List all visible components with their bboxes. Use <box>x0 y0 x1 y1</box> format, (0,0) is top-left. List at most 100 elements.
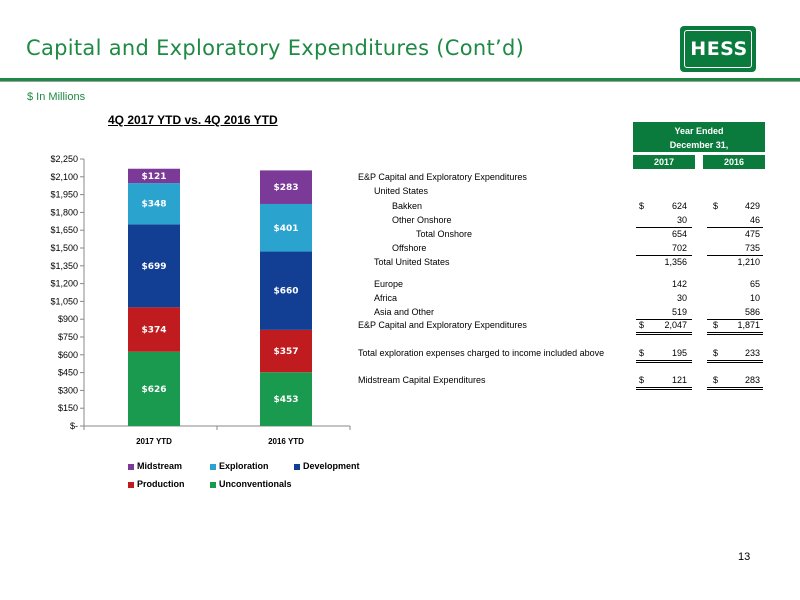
bar-segment-exploration <box>128 183 180 225</box>
total-rule <box>636 387 692 388</box>
logo-text: HESS <box>690 38 748 60</box>
dollar-sign: $ <box>639 348 645 358</box>
page-number: 13 <box>738 551 751 563</box>
x-tick-label: 2017 YTD <box>136 437 172 446</box>
legend-item-exploration: Exploration <box>210 461 269 471</box>
x-tick-label: 2016 YTD <box>268 437 304 446</box>
table-cell-2017: 142 <box>671 279 687 289</box>
table-row-label: Asia and Other <box>374 307 435 317</box>
dollar-sign: $ <box>713 375 719 385</box>
bar-segment-unconventionals <box>128 351 180 426</box>
legend-label: Midstream <box>137 461 183 471</box>
legend-label: Unconventionals <box>219 479 292 489</box>
dollar-sign: $ <box>713 320 719 330</box>
total-rule <box>707 334 763 335</box>
bar-segment-development <box>128 224 180 308</box>
table-cell-2017: 702 <box>671 243 687 253</box>
y-tick-label: $1,200 <box>50 279 78 289</box>
total-rule <box>707 360 763 361</box>
legend-item-midstream: Midstream <box>128 461 182 471</box>
y-tick-label: $1,350 <box>50 261 78 271</box>
table-cell-2016: 65 <box>749 279 760 289</box>
header-rule <box>0 78 800 81</box>
table-row-label: Bakken <box>392 201 423 211</box>
y-tick-label: $1,800 <box>50 207 78 217</box>
column-header-2017: 2017 <box>633 155 695 169</box>
subtotal-rule <box>707 227 763 228</box>
y-tick-label: $450 <box>58 368 78 378</box>
y-tick-label: $1,950 <box>50 190 78 200</box>
table-cell-2017: 624 <box>671 201 687 211</box>
y-tick-label: $2,250 <box>50 154 78 164</box>
legend-swatch <box>210 481 216 488</box>
table-cell-2016: 735 <box>744 243 760 253</box>
dollar-sign: $ <box>639 375 645 385</box>
bar-segment-midstream <box>260 170 312 204</box>
subtotal-rule <box>707 255 763 256</box>
y-tick-label: $150 <box>58 403 78 413</box>
bar-segment-production <box>260 329 312 373</box>
total-rule <box>707 387 763 388</box>
dollar-sign: $ <box>713 201 719 211</box>
legend-swatch <box>294 463 300 470</box>
y-tick-label: $300 <box>58 385 78 395</box>
logo-frame: HESS <box>684 30 752 68</box>
total-rule <box>707 332 763 333</box>
y-tick-label: $1,650 <box>50 225 78 235</box>
data-label: $660 <box>273 287 298 297</box>
bar-segment-production <box>128 307 180 352</box>
table-cell-2016: 586 <box>744 307 760 317</box>
table-cell-2017: 1,356 <box>664 257 687 267</box>
table-cell-2016: 283 <box>744 375 760 385</box>
total-rule <box>636 362 692 363</box>
legend-swatch <box>128 463 134 470</box>
subtotal-rule <box>636 319 692 320</box>
column-header-2016: 2016 <box>703 155 765 169</box>
total-rule <box>636 334 692 335</box>
data-label: $699 <box>141 262 166 272</box>
legend-swatch <box>210 463 216 470</box>
table-cell-2016: 46 <box>749 215 760 225</box>
y-tick-label: $750 <box>58 332 78 342</box>
header-line-2: December 31, <box>669 140 729 150</box>
table-row-label: Total Onshore <box>416 229 473 239</box>
data-label: $374 <box>141 326 166 336</box>
table-cell-2016: 1,210 <box>737 257 760 267</box>
legend-label: Development <box>303 461 360 471</box>
table-cell-2017: 30 <box>676 215 687 225</box>
legend-label: Exploration <box>219 461 269 471</box>
bar-segment-development <box>260 251 312 330</box>
data-label: $357 <box>273 347 298 357</box>
table-cell-2016: 429 <box>744 201 760 211</box>
table-header-year-ended: Year Ended December 31, <box>633 122 765 152</box>
header-rule-shadow <box>0 81 800 82</box>
table-row-label: Total exploration expenses charged to in… <box>358 348 605 358</box>
bar-segment-exploration <box>260 203 312 252</box>
units-label: $ In Millions <box>27 91 86 103</box>
y-tick-label: $900 <box>58 314 78 324</box>
y-tick-label: $2,100 <box>50 172 78 182</box>
hess-logo: HESS <box>680 26 756 72</box>
table-cell-2017: 195 <box>671 348 687 358</box>
y-tick-label: $- <box>70 421 78 431</box>
y-tick-label: $1,500 <box>50 243 78 253</box>
table-cell-2017: 2,047 <box>664 320 687 330</box>
subtotal-rule <box>707 319 763 320</box>
table-cell-2016: 233 <box>744 348 760 358</box>
data-label: $348 <box>141 200 166 210</box>
subtotal-rule <box>636 227 692 228</box>
table-row-label: Midstream Capital Expenditures <box>358 375 486 385</box>
table-row-label: Africa <box>374 293 398 303</box>
total-rule <box>636 389 692 390</box>
table-cell-2016: 475 <box>744 229 760 239</box>
legend-item-production: Production <box>128 479 185 489</box>
table-cell-2016: 10 <box>749 293 760 303</box>
total-rule <box>707 389 763 390</box>
table-row-label: Offshore <box>392 243 427 253</box>
legend-item-development: Development <box>294 461 360 471</box>
header-line-1: Year Ended <box>674 126 724 136</box>
table-row-label: E&P Capital and Exploratory Expenditures <box>358 172 527 182</box>
table-row-label: E&P Capital and Exploratory Expenditures <box>358 320 527 330</box>
dollar-sign: $ <box>639 201 645 211</box>
